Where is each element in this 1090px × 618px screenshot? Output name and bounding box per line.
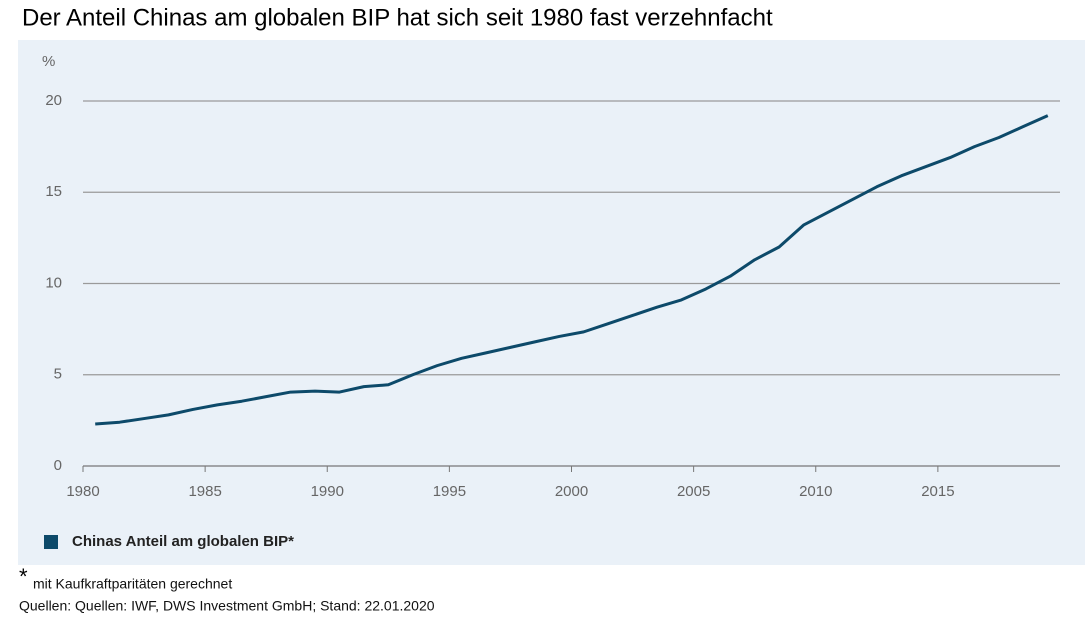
x-tick-label: 2010 — [799, 483, 832, 500]
legend-swatch — [44, 535, 58, 549]
y-tick-label: 10 — [45, 274, 62, 291]
footnote-marker: * — [19, 564, 28, 589]
x-tick-label: 2000 — [555, 483, 588, 500]
x-tick-label: 2005 — [677, 483, 710, 500]
legend-label: Chinas Anteil am globalen BIP* — [72, 533, 294, 550]
y-tick-label: 0 — [54, 457, 62, 474]
x-tick-label: 1985 — [188, 483, 221, 500]
footnote: mit Kaufkraftparitäten gerechnet — [33, 576, 232, 592]
y-tick-label: 5 — [54, 366, 62, 383]
y-tick-label: 20 — [45, 92, 62, 109]
chart-title: Der Anteil Chinas am globalen BIP hat si… — [22, 4, 773, 31]
source: Quellen: Quellen: IWF, DWS Investment Gm… — [19, 598, 435, 614]
x-tick-label: 2015 — [921, 483, 954, 500]
x-tick-label: 1980 — [66, 483, 99, 500]
chart-background — [18, 40, 1085, 565]
y-axis-label: % — [42, 53, 55, 70]
x-tick-label: 1990 — [311, 483, 344, 500]
data-line — [95, 114, 1049, 426]
x-tick-label: 1995 — [433, 483, 466, 500]
y-tick-label: 15 — [45, 183, 62, 200]
